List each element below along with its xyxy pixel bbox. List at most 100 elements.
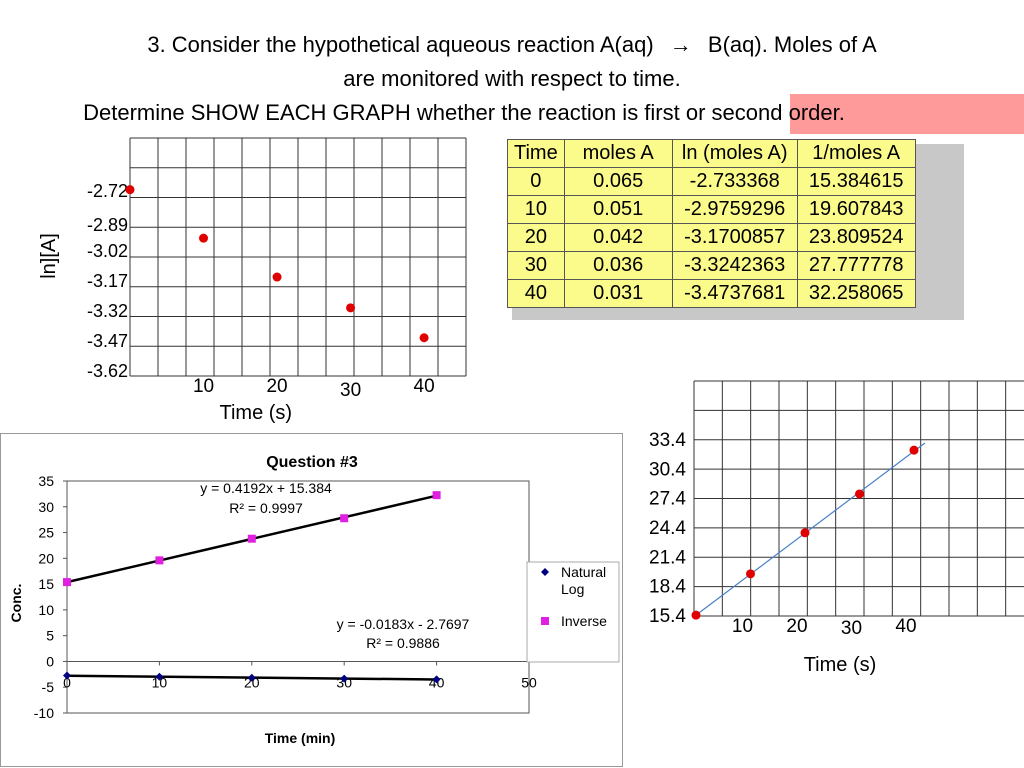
y-tick-label: 5 (46, 628, 54, 644)
table-cell: 19.607843 (796, 195, 916, 224)
data-point (691, 610, 701, 620)
table-cell: 0.036 (563, 251, 673, 280)
title-highlight (790, 94, 1024, 134)
table-cell: 0 (507, 167, 565, 196)
y-tick-label: 20 (38, 550, 54, 566)
title-line-3: Determine SHOW EACH GRAPH whether the re… (0, 98, 976, 128)
table-row: 40 0.031 -3.4737681 32.258065 (507, 279, 916, 308)
y-tick-label: -10 (34, 705, 54, 721)
ln-chart-grid (129, 137, 467, 377)
y-tick-label: 33.4 (649, 430, 686, 451)
x-tick-label: 20 (786, 616, 807, 637)
data-point (909, 445, 919, 455)
natural-log-point (340, 674, 349, 683)
table-cell: 0.031 (563, 279, 673, 308)
table-cell: 27.777778 (796, 251, 916, 280)
table-header-row: Time moles A ln (moles A) 1/moles A (507, 139, 916, 168)
title-line-2: are monitored with respect to time. (343, 66, 681, 91)
table-cell: -3.4737681 (671, 279, 798, 308)
y-tick-label: 0 (46, 653, 54, 669)
y-tick-label: 21.4 (649, 547, 686, 568)
table-cell: -3.3242363 (671, 251, 798, 280)
table-cell: -3.1700857 (671, 223, 798, 252)
inverse-equation: y = 0.4192x + 15.384 (200, 480, 332, 496)
table-header-ln: ln (moles A) (671, 139, 798, 168)
x-tick-label: 0 (63, 674, 71, 690)
title-line-3-a: Determine SHOW EACH GRAPH whether the re… (83, 100, 712, 125)
legend-natural-log-label: Natural Log (561, 564, 606, 597)
y-tick-label: 30.4 (649, 459, 686, 480)
y-tick-label: -2.89 (87, 215, 128, 235)
x-tick-label: 10 (193, 376, 214, 397)
natural-log-point (155, 672, 164, 681)
data-point (199, 233, 209, 243)
table-cell: 0.042 (563, 223, 673, 252)
table-row: 20 0.042 -3.1700857 23.809524 (507, 223, 916, 252)
table-cell: 0.065 (563, 167, 673, 196)
table-cell: 15.384615 (796, 167, 916, 196)
y-tick-label: 10 (38, 602, 54, 618)
x-tick-label: 10 (152, 674, 168, 690)
x-tick-label: 30 (340, 380, 361, 401)
legend-inverse-label: Inverse (561, 613, 607, 629)
inverse-point (155, 556, 164, 565)
y-axis-label: Conc. (8, 584, 24, 623)
trend-line (695, 442, 926, 616)
x-tick-label: 40 (414, 376, 435, 397)
table-header-time: Time (507, 139, 565, 168)
inverse-point (247, 534, 256, 543)
y-tick-label: -3.62 (87, 361, 128, 381)
y-tick-label: -2.72 (87, 181, 128, 201)
data-point (125, 185, 135, 195)
legend-natural-log-marker (541, 568, 549, 576)
natural-log-r2: R² = 0.9886 (366, 635, 440, 651)
y-tick-label: 18.4 (649, 577, 686, 598)
title-line-1: 3. Consider the hypothetical aqueous rea… (0, 30, 1024, 60)
data-table: Time moles A ln (moles A) 1/moles A 0 0.0… (507, 139, 916, 308)
table-cell: 23.809524 (796, 223, 916, 252)
natural-log-point (432, 675, 441, 684)
legend-inverse-marker (541, 617, 549, 625)
question-3-chart: Question #335302520151050-5-100102030405… (0, 433, 623, 767)
title-line-1-a: 3. Consider the hypothetical aqueous rea… (147, 32, 654, 57)
x-axis-label: Time (s) (220, 402, 293, 424)
y-tick-label: -3.32 (87, 301, 128, 321)
y-tick-label: -3.47 (87, 331, 128, 351)
y-tick-label: 15.4 (649, 606, 686, 627)
y-tick-label: -3.02 (87, 241, 128, 261)
chart-title: Question #3 (266, 454, 358, 471)
x-tick-label: 50 (521, 674, 537, 690)
x-axis-label: Time (s) (804, 654, 877, 676)
y-tick-label: 25 (38, 525, 54, 541)
table-cell: 40 (507, 279, 565, 308)
y-tick-label: 24.4 (649, 518, 686, 539)
title-line-3-highlighted: second order. (711, 100, 845, 125)
data-point (855, 489, 864, 499)
y-tick-label: 27.4 (649, 489, 686, 510)
table-row: 0 0.065 -2.733368 15.384615 (507, 167, 916, 196)
table-header-moles: moles A (563, 139, 673, 168)
table-header-inverse: 1/moles A (796, 139, 916, 168)
natural-log-point (247, 673, 256, 682)
data-point (746, 569, 755, 579)
x-tick-label: 30 (841, 618, 862, 639)
table-row: 10 0.051 -2.9759296 19.607843 (507, 195, 916, 224)
legend-label-line: Log (561, 581, 584, 597)
data-point (419, 333, 429, 343)
inverse-chart: 33.4 30.4 27.4 24.4 21.4 18.4 15.4 10 20 30 40 Time… (649, 380, 1024, 676)
inverse-point (432, 491, 441, 500)
table-cell: 10 (507, 195, 565, 224)
x-tick-label: 40 (895, 616, 916, 637)
y-tick-label: 35 (38, 473, 54, 489)
data-point (272, 272, 282, 282)
table-cell: 30 (507, 251, 565, 280)
table-cell: 0.051 (563, 195, 673, 224)
y-tick-label: 15 (38, 576, 54, 592)
natural-log-point (63, 671, 71, 680)
table-row: 30 0.036 -3.3242363 27.777778 (507, 251, 916, 280)
reaction-arrow-icon: → (669, 32, 692, 57)
data-point (800, 528, 810, 538)
x-axis-label: Time (min) (265, 730, 336, 746)
table-cell: 32.258065 (796, 279, 916, 308)
title-line-1-b: B(aq). Moles of A (707, 32, 877, 57)
